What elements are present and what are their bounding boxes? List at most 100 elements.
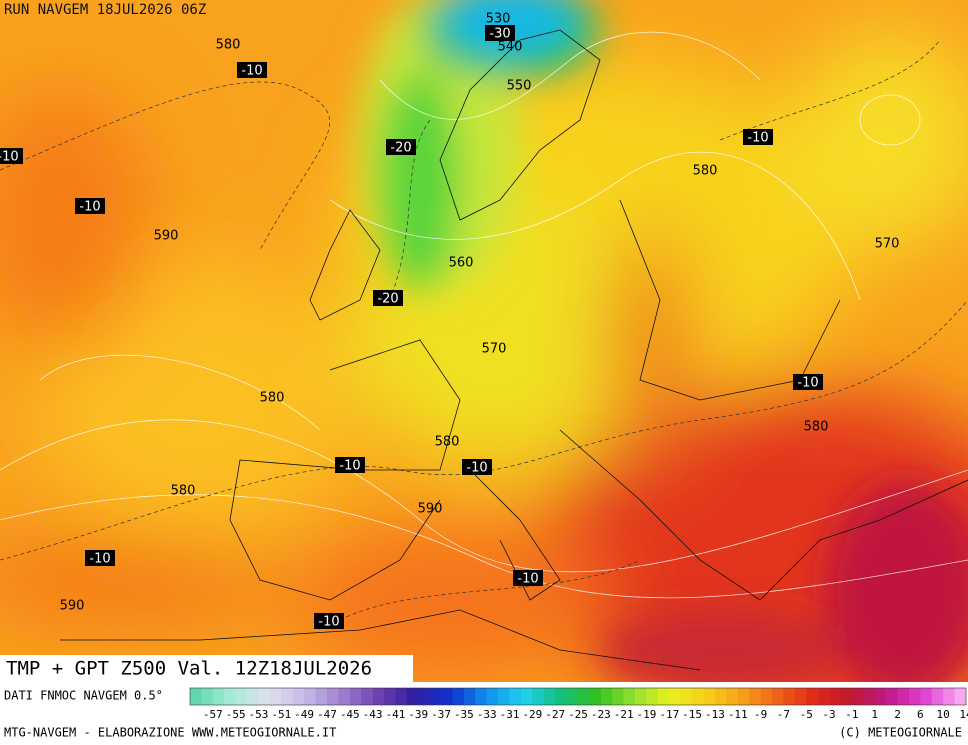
legend-swatch	[578, 688, 590, 705]
height-label: 590	[418, 502, 443, 517]
isotherm-label-bg	[373, 290, 403, 306]
legend-label: -21	[614, 708, 634, 721]
legend-label: 1	[871, 708, 878, 721]
height-label: 540	[498, 40, 523, 55]
legend-swatch	[543, 688, 556, 705]
title-box	[0, 655, 413, 683]
legend-swatch	[692, 688, 704, 705]
legend-swatch	[760, 688, 773, 705]
height-label: 580	[435, 435, 460, 450]
legend-label: -5	[800, 708, 813, 721]
legend-swatch	[212, 688, 225, 705]
legend-swatch	[623, 688, 636, 705]
legend-label: -57	[203, 708, 223, 721]
legend-swatch	[703, 688, 716, 705]
legend-swatch	[555, 688, 567, 705]
isotherm-label-bg	[314, 613, 344, 629]
legend-swatch	[566, 688, 579, 705]
legend-label: -19	[637, 708, 657, 721]
isotherm-label: -10	[79, 200, 100, 215]
legend-swatch	[395, 688, 408, 705]
legend-swatch	[452, 688, 465, 705]
legend-label: -49	[294, 708, 314, 721]
legend-swatch	[737, 688, 750, 705]
isotherm-label: -10	[0, 150, 19, 165]
height-label: 590	[60, 599, 85, 614]
legend-swatch	[509, 688, 522, 705]
isotherm-label-bg	[485, 25, 515, 41]
legend-swatch	[817, 688, 830, 705]
map-title: TMP + GPT Z500 Val. 12Z18JUL2026	[6, 658, 372, 680]
legend-swatch	[532, 688, 545, 705]
height-label: 580	[171, 484, 196, 499]
isotherm-label-bg	[513, 570, 543, 586]
isotherm-label: -20	[390, 141, 411, 156]
isotherm-label-bg	[335, 457, 365, 473]
legend-swatch	[794, 688, 807, 705]
isotherm-label: -10	[241, 64, 262, 79]
legend-swatch	[406, 688, 419, 705]
legend-swatch	[384, 688, 396, 705]
isotherm-label-bg	[793, 374, 823, 390]
legend-swatch	[315, 688, 328, 705]
legend-swatch	[326, 688, 339, 705]
legend-swatch	[920, 688, 933, 705]
legend-label: 10	[937, 708, 950, 721]
legend-swatch	[520, 688, 533, 705]
isotherm-label-bg	[0, 148, 23, 164]
legend-label: -9	[754, 708, 767, 721]
isotherm-label: -10	[797, 376, 818, 391]
legend-swatch	[840, 688, 853, 705]
legend-swatch	[726, 688, 739, 705]
height-label: 550	[507, 79, 532, 94]
isotherm-label-bg	[386, 139, 416, 155]
height-label: 560	[449, 256, 474, 271]
run-header: RUN NAVGEM 18JUL2026 06Z	[4, 2, 206, 18]
legend-swatch	[201, 688, 214, 705]
legend-swatch	[292, 688, 305, 705]
legend-frame	[189, 687, 967, 706]
legend-label: 2	[894, 708, 901, 721]
legend-swatch	[429, 688, 442, 705]
height-label: 530	[486, 12, 511, 27]
isotherm-label-bg	[743, 129, 773, 145]
legend-swatch	[646, 688, 659, 705]
legend-swatch	[372, 688, 385, 705]
legend-swatch	[258, 688, 271, 705]
height-label: 580	[693, 164, 718, 179]
legend-swatch	[897, 688, 910, 705]
legend-label: -47	[317, 708, 337, 721]
legend-swatch	[247, 688, 259, 705]
isotherm-label: -10	[339, 459, 360, 474]
legend-swatch	[338, 688, 351, 705]
isotherm-label: -10	[318, 615, 339, 630]
legend-swatch	[612, 688, 624, 705]
legend-label: -27	[545, 708, 565, 721]
legend-swatch	[498, 688, 510, 705]
legend-swatch	[349, 688, 362, 705]
legend-swatch	[908, 688, 921, 705]
legend-swatch	[806, 688, 818, 705]
legend-swatch	[190, 688, 202, 705]
height-label: 570	[875, 237, 900, 252]
legend-label: -53	[249, 708, 269, 721]
legend-swatch	[235, 688, 248, 705]
legend-swatch	[475, 688, 488, 705]
legend-label: -13	[705, 708, 725, 721]
isotherm-label: -10	[89, 552, 110, 567]
legend-swatch	[829, 688, 841, 705]
legend-swatch	[863, 688, 876, 705]
legend-swatch	[486, 688, 499, 705]
legend-swatch	[635, 688, 647, 705]
legend-swatch	[361, 688, 373, 705]
legend-swatch	[418, 688, 430, 705]
legend-swatch	[589, 688, 602, 705]
isotherm-label: -20	[377, 292, 398, 307]
legend-label: -37	[431, 708, 451, 721]
isotherm-label: -10	[747, 131, 768, 146]
legend-swatch	[281, 688, 294, 705]
height-label: 580	[216, 38, 241, 53]
legend-label: -17	[659, 708, 679, 721]
legend-swatch	[886, 688, 898, 705]
isotherm-label: -30	[489, 27, 510, 42]
